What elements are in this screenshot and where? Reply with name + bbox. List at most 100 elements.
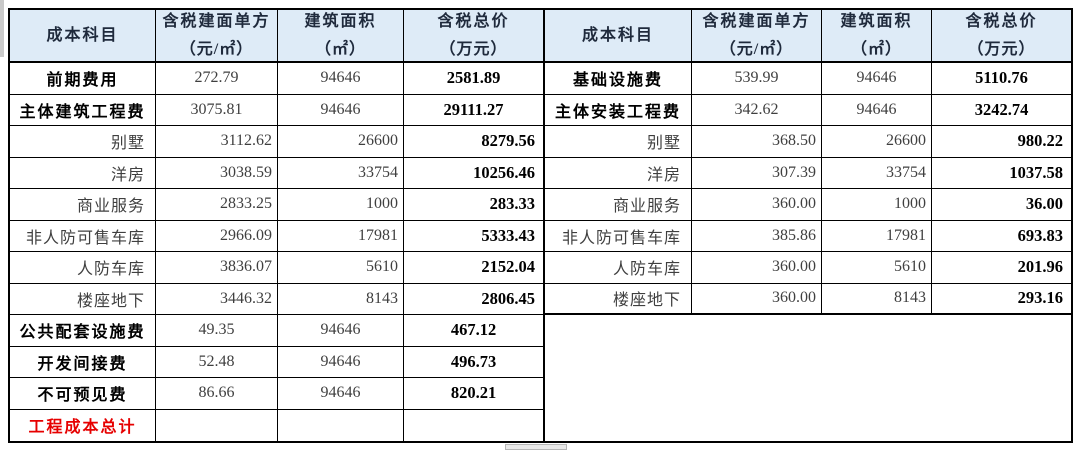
header-total-price: 含税总价 （万元） <box>404 10 543 63</box>
unit-price-cell: 3038.59 <box>156 157 278 189</box>
unit-price-cell: 52.48 <box>156 346 278 378</box>
total-price-cell: 10256.46 <box>404 158 543 189</box>
cost-item-cell: 洋房 <box>10 157 156 189</box>
area-cell: 94646 <box>278 63 404 95</box>
total-price-cell: 2581.89 <box>404 63 543 95</box>
scrollbar-fragment[interactable] <box>505 444 567 450</box>
total-price-cell: 980.22 <box>932 126 1071 158</box>
unit-price-cell: 342.62 <box>692 94 822 126</box>
area-cell: 5610 <box>822 252 932 284</box>
total-price-cell: 820.21 <box>404 378 543 410</box>
cost-item-cell: 楼座地下 <box>545 283 692 315</box>
unit-price-cell: 368.50 <box>692 126 822 158</box>
header-unit: （万元） <box>967 40 1036 58</box>
empty-merged-cell <box>545 315 1071 441</box>
total-price-cell: 496.73 <box>404 347 543 378</box>
cost-item-cell: 非人防可售车库 <box>545 220 692 252</box>
area-cell: 5610 <box>278 252 404 284</box>
header-unit-price: 含税建面单方 （元/㎡） <box>692 10 822 63</box>
header-label: 含税总价 <box>437 12 510 30</box>
area-cell: 26600 <box>278 126 404 158</box>
unit-price-cell: 3836.07 <box>156 252 278 284</box>
area-cell <box>278 409 404 441</box>
header-area: 建筑面积 （㎡） <box>278 10 404 63</box>
unit-price-cell: 272.79 <box>156 63 278 95</box>
unit-price-cell: 3075.81 <box>156 94 278 126</box>
cost-item-cell: 楼座地下 <box>10 283 156 315</box>
cost-item-cell: 洋房 <box>545 157 692 189</box>
area-cell: 94646 <box>822 63 932 95</box>
unit-price-cell: 385.86 <box>692 220 822 252</box>
total-price-cell: 467.12 <box>404 315 543 347</box>
header-unit: （元/㎡） <box>719 40 794 58</box>
cost-item-cell: 非人防可售车库 <box>10 220 156 252</box>
header-total-price: 含税总价 （万元） <box>932 10 1071 63</box>
area-cell: 8143 <box>278 283 404 315</box>
area-cell: 33754 <box>822 157 932 189</box>
area-cell: 1000 <box>822 189 932 221</box>
header-unit: （㎡） <box>314 40 366 58</box>
total-price-cell: 283.33 <box>404 189 543 221</box>
cost-table-right: 成本科目 含税建面单方 （元/㎡） 建筑面积 （㎡） 含税总价 （万元） 基础设施费 539.9… <box>545 8 1073 443</box>
total-price-cell: 8279.56 <box>404 126 543 158</box>
header-cost-item: 成本科目 <box>545 10 692 63</box>
total-price-cell: 29111.27 <box>404 95 543 126</box>
cost-item-cell: 开发间接费 <box>10 346 156 378</box>
unit-price-cell: 307.39 <box>692 157 822 189</box>
unit-price-cell: 86.66 <box>156 378 278 410</box>
unit-price-cell: 360.00 <box>692 252 822 284</box>
area-cell: 1000 <box>278 189 404 221</box>
cost-item-cell: 前期费用 <box>10 63 156 95</box>
unit-price-cell: 2833.25 <box>156 189 278 221</box>
area-cell: 8143 <box>822 283 932 315</box>
unit-price-cell: 539.99 <box>692 63 822 95</box>
header-unit: （㎡） <box>850 40 902 58</box>
total-price-cell: 5110.76 <box>932 63 1071 95</box>
unit-price-cell: 360.00 <box>692 283 822 315</box>
worksheet-edge-sliver <box>0 0 4 57</box>
header-label: 含税建面单方 <box>162 12 271 30</box>
total-price-cell <box>404 410 543 442</box>
total-price-cell: 36.00 <box>932 189 1071 221</box>
area-cell: 17981 <box>822 220 932 252</box>
header-unit: （元/㎡） <box>179 40 254 58</box>
area-cell: 94646 <box>278 315 404 347</box>
area-cell: 94646 <box>278 94 404 126</box>
unit-price-cell: 49.35 <box>156 315 278 347</box>
total-price-cell: 693.83 <box>932 221 1071 252</box>
area-cell: 26600 <box>822 126 932 158</box>
header-label: 含税建面单方 <box>702 12 811 30</box>
cost-item-cell: 公共配套设施费 <box>10 315 156 347</box>
unit-price-cell: 3446.32 <box>156 283 278 315</box>
header-cost-item: 成本科目 <box>10 10 156 63</box>
cost-item-cell: 商业服务 <box>545 189 692 221</box>
area-cell: 94646 <box>822 94 932 126</box>
cost-item-cell: 基础设施费 <box>545 63 692 95</box>
total-price-cell: 201.96 <box>932 252 1071 284</box>
header-label: 建筑面积 <box>840 12 913 30</box>
unit-price-cell <box>156 409 278 441</box>
total-price-cell: 3242.74 <box>932 95 1071 126</box>
cost-item-cell: 主体安装工程费 <box>545 94 692 126</box>
total-price-cell: 5333.43 <box>404 221 543 252</box>
area-cell: 33754 <box>278 157 404 189</box>
area-cell: 94646 <box>278 346 404 378</box>
area-cell: 17981 <box>278 220 404 252</box>
unit-price-cell: 360.00 <box>692 189 822 221</box>
total-price-cell: 2152.04 <box>404 252 543 284</box>
cost-item-cell: 工程成本总计 <box>10 409 156 441</box>
cost-item-cell: 商业服务 <box>10 189 156 221</box>
header-label: 含税总价 <box>965 12 1038 30</box>
cost-item-cell: 不可预见费 <box>10 378 156 410</box>
unit-price-cell: 2966.09 <box>156 220 278 252</box>
cost-item-cell: 别墅 <box>10 126 156 158</box>
cost-item-cell: 人防车库 <box>545 252 692 284</box>
cost-item-cell: 主体建筑工程费 <box>10 94 156 126</box>
header-unit-price: 含税建面单方 （元/㎡） <box>156 10 278 63</box>
cost-item-cell: 人防车库 <box>10 252 156 284</box>
unit-price-cell: 3112.62 <box>156 126 278 158</box>
total-price-cell: 293.16 <box>932 284 1071 315</box>
header-label: 建筑面积 <box>304 12 377 30</box>
header-area: 建筑面积 （㎡） <box>822 10 932 63</box>
total-price-cell: 1037.58 <box>932 158 1071 189</box>
